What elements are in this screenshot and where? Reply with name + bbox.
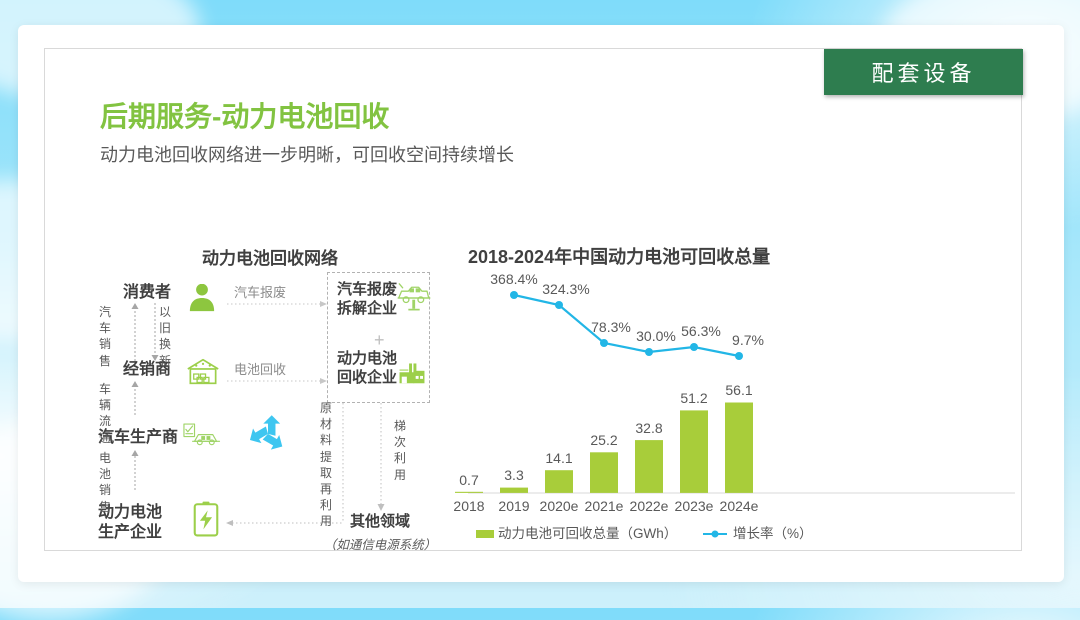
svg-text:78.3%: 78.3%	[591, 319, 631, 335]
svg-text:2024e: 2024e	[720, 498, 759, 514]
svg-text:324.3%: 324.3%	[542, 281, 589, 297]
svg-text:2021e: 2021e	[585, 498, 624, 514]
svg-text:增长率（%）: 增长率（%）	[733, 525, 813, 541]
svg-text:动力电池可回收总量（GWh）: 动力电池可回收总量（GWh）	[498, 526, 677, 541]
svg-text:2022e: 2022e	[630, 498, 669, 514]
svg-text:32.8: 32.8	[635, 420, 662, 436]
svg-text:3.3: 3.3	[504, 467, 524, 483]
svg-text:25.2: 25.2	[590, 432, 617, 448]
svg-text:14.1: 14.1	[545, 450, 572, 466]
svg-text:2018: 2018	[453, 498, 484, 514]
svg-text:368.4%: 368.4%	[490, 271, 537, 287]
svg-text:2020e: 2020e	[540, 498, 579, 514]
svg-text:0.7: 0.7	[459, 472, 479, 488]
svg-text:56.1: 56.1	[725, 382, 752, 398]
svg-text:51.2: 51.2	[680, 390, 707, 406]
svg-text:2023e: 2023e	[675, 498, 714, 514]
svg-text:56.3%: 56.3%	[681, 323, 721, 339]
svg-text:30.0%: 30.0%	[636, 328, 676, 344]
svg-text:2019: 2019	[498, 498, 529, 514]
svg-text:9.7%: 9.7%	[732, 332, 764, 348]
